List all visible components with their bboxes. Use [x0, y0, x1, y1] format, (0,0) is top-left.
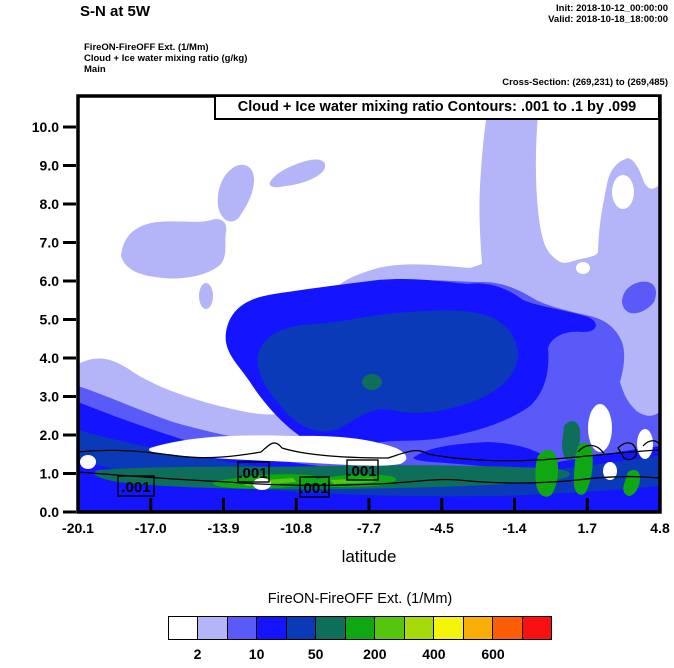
contour-label-box-2	[237, 461, 270, 483]
colorbar-cell	[168, 616, 199, 640]
colorbar-cell	[315, 616, 346, 640]
init-timestamp: Init: 2018-10-12_00:00:00	[556, 3, 668, 14]
contour-region-pale-patch-mid	[217, 164, 254, 222]
colorbar-cell	[462, 616, 494, 640]
field-legend-block: FireON-FireOFF Ext. (1/Mm) Cloud + Ice w…	[84, 42, 247, 75]
colorbar-cell	[374, 616, 405, 640]
colorbar-title: FireON-FireOFF Ext. (1/Mm)	[267, 591, 453, 607]
white-hole-7	[80, 455, 96, 469]
colorbar-cell	[403, 616, 435, 640]
y-tick-label: 2.0	[40, 427, 60, 443]
x-axis-label: latitude	[341, 547, 397, 566]
y-tick-label: 6.0	[40, 273, 60, 289]
contour-region-green-streak-right-1	[535, 450, 559, 497]
x-tick-label: 4.8	[650, 520, 670, 536]
y-tick-label: 8.0	[40, 196, 60, 212]
contour-label-3: .001	[299, 480, 328, 497]
x-tick-label: -4.5	[430, 520, 454, 536]
y-tick-marks	[63, 125, 76, 514]
timestamp-block: Init: 2018-10-12_00:00:00 Valid: 2018-10…	[548, 3, 668, 25]
contour-label-2: .001	[238, 465, 267, 482]
contour-region-pale-patch-left	[121, 219, 227, 279]
colorbar	[168, 616, 553, 640]
y-tick-label: 5.0	[40, 312, 60, 328]
white-hole-2	[576, 262, 590, 274]
colorbar-cell	[197, 616, 228, 640]
colorbar-label: 600	[481, 646, 505, 662]
y-tick-label: 1.0	[40, 466, 60, 482]
contour-region-medium-right-blob	[622, 281, 656, 314]
colorbar-cell	[344, 616, 376, 640]
domain-label: Main	[84, 64, 106, 75]
colorbar-cell	[285, 616, 317, 640]
x-tick-label: -17.0	[135, 520, 167, 536]
cross-section-label: Cross-Section: (269,231) to (269,485)	[502, 77, 668, 88]
x-tick-label: -10.8	[280, 520, 312, 536]
x-tick-label: -20.1	[62, 520, 94, 536]
contour-region-pale-patch-slanted	[269, 159, 326, 188]
y-tick-label: 9.0	[40, 158, 60, 174]
x-tick-label: 1.7	[578, 520, 598, 536]
contour-fill-layers: .001 .001 .001 .001	[78, 96, 660, 512]
y-tick-label: 3.0	[40, 389, 60, 405]
mixing-ratio-contour-lines	[78, 440, 660, 486]
x-axis-tick-labels: -20.1 -17.0 -13.9 -10.8 -7.7 -4.5 -1.4 1…	[62, 520, 670, 536]
x-tick-label: -7.7	[357, 520, 381, 536]
contour-region-teal-right-streak	[562, 421, 581, 461]
contour-label-box-4	[346, 459, 379, 481]
page-title: S-N at 5W	[80, 3, 151, 20]
x-tick-marks	[149, 498, 589, 512]
contour-label-1: .001	[121, 479, 150, 496]
y-tick-label: 10.0	[32, 119, 59, 135]
colorbar-cell	[433, 616, 464, 640]
y-tick-label: 7.0	[40, 235, 60, 251]
valid-timestamp: Valid: 2018-10-18_18:00:00	[548, 14, 668, 25]
plot-title: Cloud + Ice water mixing ratio Contours:…	[214, 95, 660, 120]
contour-region-dark-mass	[257, 310, 519, 432]
colorbar-cell	[226, 616, 258, 640]
contour-label-group: .001 .001 .001 .001	[117, 459, 379, 498]
colorbar-cell	[256, 616, 287, 640]
colorbar-label: 10	[248, 646, 265, 662]
colorbar-cell	[521, 616, 553, 640]
y-tick-label: 0.0	[40, 504, 60, 520]
contour-label-box-3	[299, 476, 330, 498]
contour-label-4: .001	[347, 463, 376, 480]
contour-region-blue-connector	[413, 442, 548, 474]
white-hole-3	[588, 404, 612, 452]
x-tick-label: -13.9	[208, 520, 240, 536]
white-hole-1	[612, 175, 634, 209]
contour-region-pale-dot	[199, 283, 213, 309]
colorbar-label: 50	[307, 646, 324, 662]
colorbar-label: 200	[363, 646, 387, 662]
fill-field-label: FireON-FireOFF Ext. (1/Mm)	[84, 42, 209, 53]
colorbar-label: 400	[422, 646, 446, 662]
line-field-label: Cloud + Ice water mixing ratio (g/kg)	[84, 53, 248, 64]
white-wedge	[148, 435, 407, 466]
y-axis-tick-labels: 0.0 1.0 2.0 3.0 4.0 5.0 6.0 7.0 8.0 9.0 …	[32, 119, 59, 520]
contour-plot: .001 .001 .001 .001	[32, 94, 670, 536]
white-hole-5	[603, 462, 617, 480]
colorbar-label: 2	[193, 646, 202, 662]
y-tick-label: 4.0	[40, 350, 60, 366]
contour-region-teal-spot	[362, 374, 382, 390]
contour-label-box-1	[117, 475, 155, 497]
colorbar-cell	[492, 616, 523, 640]
x-tick-label: -1.4	[502, 520, 526, 536]
